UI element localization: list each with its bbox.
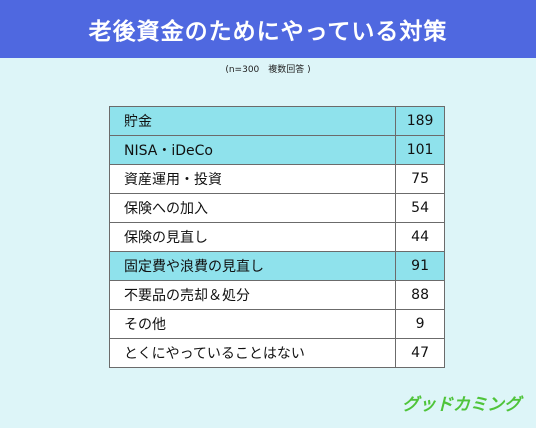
row-label: とくにやっていることはない	[108, 338, 397, 368]
table-row: とくにやっていることはない 47	[108, 338, 445, 368]
table-row: その他 9	[108, 309, 445, 339]
row-label: NISA・iDeCo	[108, 135, 397, 165]
row-value: 91	[395, 251, 445, 281]
row-value: 54	[395, 193, 445, 223]
row-value: 101	[395, 135, 445, 165]
table-row: 資産運用・投資 75	[108, 164, 445, 194]
row-label: 保険への加入	[108, 193, 397, 223]
table-row: 不要品の売却＆処分 88	[108, 280, 445, 310]
row-label: 不要品の売却＆処分	[108, 280, 397, 310]
table-row: 保険への加入 54	[108, 193, 445, 223]
row-value: 47	[395, 338, 445, 368]
table-row: 固定費や浪費の見直し 91	[108, 251, 445, 281]
page-title: 老後資金のためにやっている対策	[88, 19, 448, 45]
table-row: NISA・iDeCo 101	[108, 135, 445, 165]
result-table: 貯金 189 NISA・iDeCo 101 資産運用・投資 75 保険への加入 54 保険の見直…	[108, 106, 445, 368]
row-value: 44	[395, 222, 445, 252]
row-value: 88	[395, 280, 445, 310]
row-value: 75	[395, 164, 445, 194]
row-label: 資産運用・投資	[108, 164, 397, 194]
row-label: 貯金	[108, 106, 397, 136]
row-value: 9	[395, 309, 445, 339]
row-label: 固定費や浪費の見直し	[108, 251, 397, 281]
brand-logo: グッドカミング	[402, 395, 521, 415]
row-value: 189	[395, 106, 445, 136]
sample-note: (n=300 複数回答 )	[225, 65, 311, 75]
table-row: 保険の見直し 44	[108, 222, 445, 252]
row-label: その他	[108, 309, 397, 339]
result-table-body: 貯金 189 NISA・iDeCo 101 資産運用・投資 75 保険への加入 54 保険の見直…	[108, 106, 445, 368]
table-row: 貯金 189	[108, 106, 445, 136]
row-label: 保険の見直し	[108, 222, 397, 252]
header-banner: 老後資金のためにやっている対策	[0, 0, 536, 58]
